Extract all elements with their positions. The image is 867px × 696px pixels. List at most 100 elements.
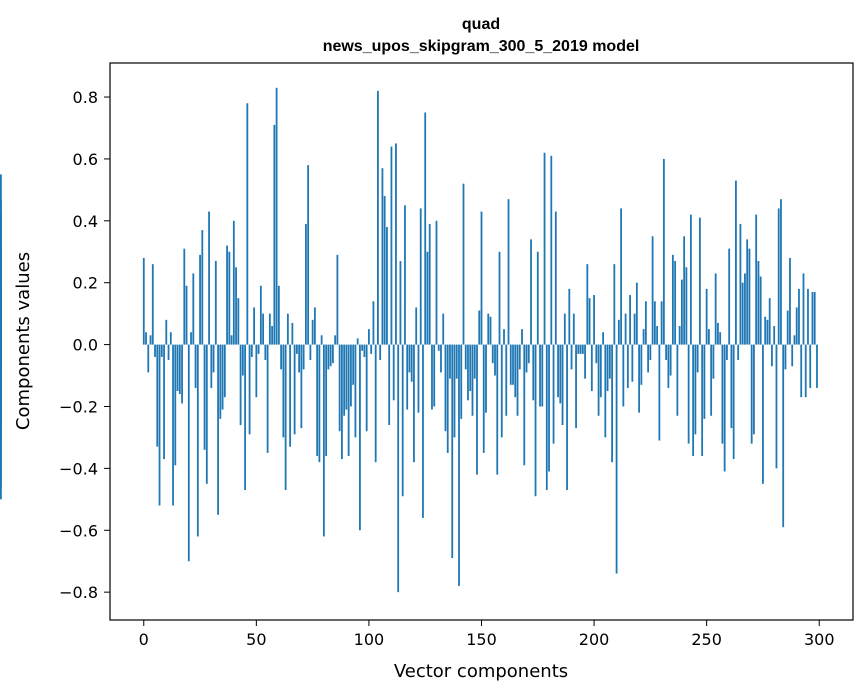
bar-65	[289, 344, 292, 447]
bar-25	[199, 254, 201, 345]
bar-137	[451, 344, 454, 559]
bar-132	[440, 344, 442, 373]
bar-114	[399, 261, 402, 345]
bar-194	[579, 344, 582, 354]
bar-23	[194, 344, 197, 388]
bar-195	[581, 344, 584, 354]
bar-37	[226, 245, 228, 345]
bar-40	[232, 220, 235, 345]
bar-127	[428, 223, 431, 345]
bar-266	[741, 282, 744, 345]
bar-13	[172, 344, 174, 506]
bar-199	[590, 344, 593, 392]
bar-undefined	[0, 248, 2, 345]
bar-290	[795, 307, 798, 345]
bar-119	[410, 344, 413, 382]
bar-185	[559, 344, 562, 404]
bar-29	[208, 211, 210, 345]
bar-83	[329, 344, 332, 367]
bar-181	[550, 155, 553, 345]
y-tick-label: 0.6	[73, 150, 98, 169]
bar-144	[467, 344, 469, 401]
plot-frame	[109, 62, 854, 621]
bar-153	[487, 313, 490, 345]
bar-19	[185, 285, 188, 345]
bar-39	[230, 335, 233, 345]
bar-86	[336, 254, 339, 345]
bar-233	[667, 344, 670, 388]
bar-284	[782, 344, 785, 528]
chart-title: quad	[462, 16, 500, 33]
bar-298	[813, 291, 816, 345]
bar-53	[262, 313, 264, 345]
bar-130	[435, 220, 438, 345]
bar-269	[748, 248, 751, 345]
bar-162	[507, 199, 510, 345]
bar-273	[757, 261, 760, 345]
bar-12	[169, 332, 172, 345]
bar-211	[617, 319, 620, 345]
bar-142	[462, 183, 465, 345]
bar-176	[539, 344, 541, 407]
bar-64	[286, 313, 289, 345]
bar-15	[176, 344, 179, 392]
bar-191	[572, 313, 575, 345]
bar-188	[566, 344, 568, 491]
y-tick-label: −0.8	[59, 583, 98, 602]
bar-292	[800, 344, 803, 398]
bar-223	[644, 301, 647, 345]
bar-167	[518, 344, 521, 370]
bar-30	[210, 344, 213, 388]
bar-182	[552, 344, 555, 444]
bar-47	[248, 344, 251, 435]
bar-218	[633, 313, 636, 345]
bar-43	[239, 344, 242, 426]
bar-280	[773, 326, 776, 345]
bar-192	[575, 344, 577, 429]
y-tick-label: −0.4	[59, 459, 98, 478]
bar-265	[739, 223, 742, 345]
bar-234	[669, 344, 672, 376]
bar-112	[395, 143, 397, 345]
bar-147	[473, 344, 476, 379]
x-tick-label: 200	[579, 630, 610, 649]
bar-138	[453, 344, 456, 438]
bar-52	[259, 285, 262, 345]
y-tick-label: −0.6	[59, 521, 98, 540]
bar-286	[786, 310, 789, 345]
bar-200	[593, 295, 595, 345]
bar-101	[370, 344, 373, 354]
bar-245	[694, 344, 697, 435]
bar-246	[696, 344, 699, 373]
bar-69	[298, 344, 301, 373]
bar-243	[689, 214, 692, 345]
bar-0	[142, 257, 145, 345]
bar-series	[0, 87, 818, 593]
bar-193	[577, 344, 580, 354]
bar-121	[415, 307, 418, 345]
bar-156	[494, 344, 496, 376]
bar-232	[665, 344, 668, 361]
bar-258	[723, 344, 726, 472]
bar-57	[271, 326, 274, 345]
bar-262	[732, 344, 735, 460]
bar-91	[347, 344, 350, 456]
bar-16	[178, 344, 181, 395]
bar-270	[750, 344, 753, 444]
bar-152	[485, 344, 487, 413]
bar-261	[730, 344, 733, 429]
bar-279	[771, 344, 773, 367]
bar-216	[629, 295, 631, 345]
bar-249	[703, 344, 706, 419]
bar-70	[300, 344, 303, 429]
bar-108	[386, 227, 388, 345]
bar-63	[284, 344, 287, 491]
bar-166	[516, 344, 519, 416]
bar-146	[471, 344, 474, 416]
bar-111	[392, 344, 395, 401]
bar-128	[431, 344, 433, 410]
bar-201	[595, 344, 598, 364]
bar-275	[762, 344, 764, 484]
bar-221	[640, 344, 643, 385]
